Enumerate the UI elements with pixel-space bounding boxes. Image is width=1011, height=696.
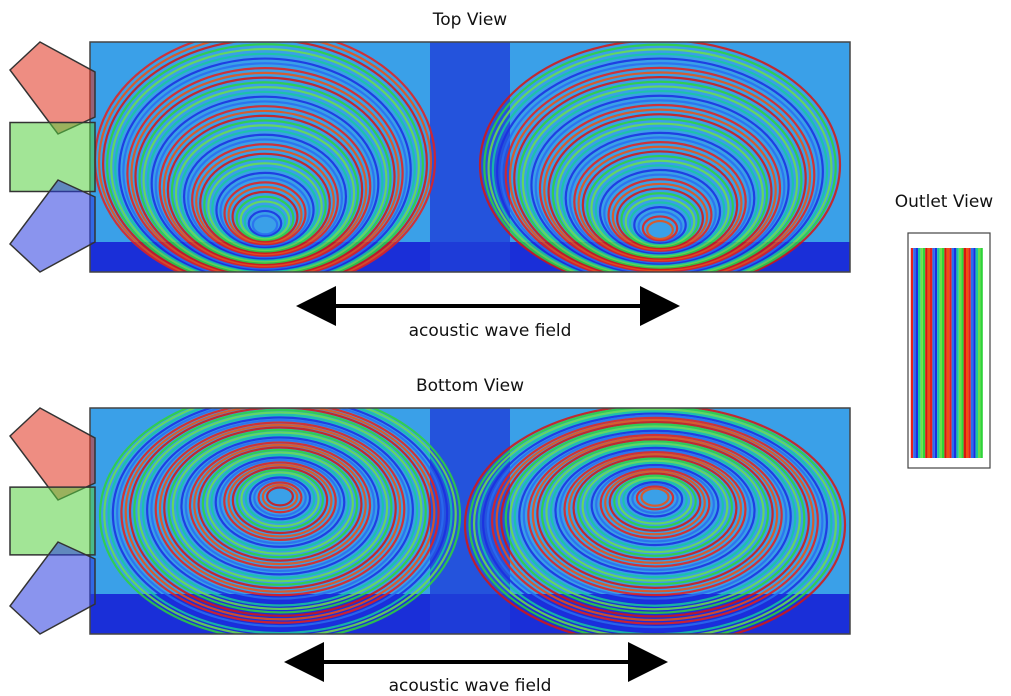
inlet-fill	[10, 123, 95, 192]
panel-title: Top View	[432, 10, 508, 30]
outlet-flow	[908, 233, 990, 468]
panel-title: Bottom View	[416, 376, 524, 396]
panel-caption: acoustic wave field	[389, 676, 552, 696]
flow-panel	[90, 390, 850, 645]
panel-caption: acoustic wave field	[409, 321, 572, 341]
flow-panel	[90, 30, 850, 290]
figure: Top View acoustic wave field Bottom View…	[0, 0, 1011, 696]
inlet-fill	[10, 487, 95, 555]
outlet-title: Outlet View	[895, 192, 994, 212]
